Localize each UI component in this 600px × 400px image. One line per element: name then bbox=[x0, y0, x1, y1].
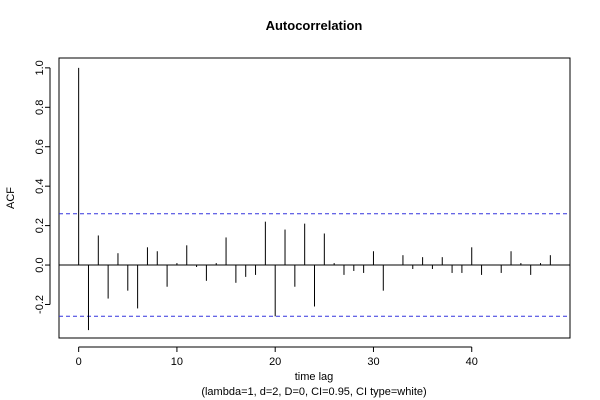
y-tick-label: -0.2 bbox=[34, 295, 46, 314]
acf-bars bbox=[59, 67, 570, 331]
y-tick-label: 0.2 bbox=[34, 218, 46, 233]
x-tick-label: 30 bbox=[367, 356, 379, 368]
y-tick-label: 0.8 bbox=[34, 100, 46, 115]
x-tick-label: 20 bbox=[269, 356, 281, 368]
chart-title: Autocorrelation bbox=[266, 18, 363, 33]
confidence-lines bbox=[59, 213, 570, 317]
y-tick-label: 0.4 bbox=[34, 179, 46, 194]
x-axis-label: time lag bbox=[295, 371, 334, 383]
y-axis-label: ACF bbox=[5, 187, 17, 209]
y-tick-label: 0.6 bbox=[34, 139, 46, 154]
x-tick-label: 40 bbox=[466, 356, 478, 368]
y-tick-label: 1.0 bbox=[34, 60, 46, 75]
plot-frame bbox=[58, 57, 571, 339]
chart-subtitle: (lambda=1, d=2, D=0, CI=0.95, CI type=wh… bbox=[201, 386, 426, 398]
x-tick-label: 0 bbox=[76, 356, 82, 368]
axes: 0 10 20 30 40 -0.2 0.0 0.2 0.4 0.6 0.8 1.0 bbox=[34, 60, 478, 368]
y-tick-label: 0.0 bbox=[34, 257, 46, 272]
x-tick-label: 10 bbox=[171, 356, 183, 368]
